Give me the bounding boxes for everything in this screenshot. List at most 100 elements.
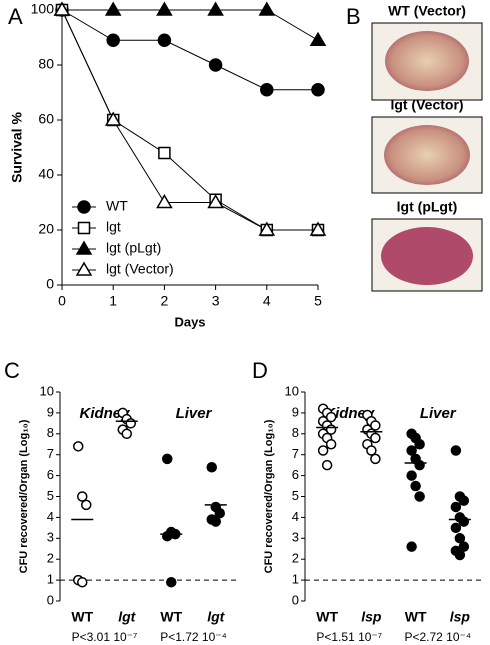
x-tick-label: lgt xyxy=(118,609,136,625)
data-point xyxy=(309,31,327,46)
data-point xyxy=(156,1,173,16)
legend-label: lgt (Vector) xyxy=(106,261,174,277)
data-point xyxy=(450,445,462,456)
image-caption: WT (Vector) xyxy=(388,3,466,19)
data-point xyxy=(450,501,462,513)
y-tick-label: 0 xyxy=(47,592,54,607)
x-tick-label: 5 xyxy=(314,293,322,309)
data-point xyxy=(366,445,377,456)
data-point xyxy=(410,480,421,492)
y-tick-label: 5 xyxy=(47,488,54,503)
group-label: Kidney xyxy=(324,405,375,422)
series-line xyxy=(61,9,318,91)
y-tick-label: 5 xyxy=(292,488,299,503)
legend-label: WT xyxy=(106,198,128,214)
y-tick-label: 7 xyxy=(292,446,299,461)
y-axis-label: CFU recovered/Organ (Log₁₀) xyxy=(18,419,30,573)
y-tick-label: 60 xyxy=(38,111,54,127)
image-caption: lgt (Vector) xyxy=(390,97,463,113)
p-value: P<1.72 10⁻⁴ xyxy=(160,630,227,644)
legend-marker xyxy=(75,240,93,255)
data-point xyxy=(406,445,417,456)
data-point xyxy=(406,470,417,481)
data-point xyxy=(166,576,177,588)
data-point xyxy=(450,522,462,534)
y-tick-label: 2 xyxy=(47,551,54,566)
y-tick-label: 0 xyxy=(46,276,54,292)
legend-marker xyxy=(77,221,91,235)
y-tick-label: 9 xyxy=(47,404,54,419)
legend-marker xyxy=(77,200,91,214)
data-point xyxy=(73,441,84,452)
panel-label: C xyxy=(4,358,20,383)
y-tick-label: 20 xyxy=(38,221,54,237)
kidney-image xyxy=(384,125,470,185)
x-tick-label: lgt xyxy=(207,609,225,625)
data-point xyxy=(207,1,224,16)
data-point xyxy=(77,576,88,588)
x-axis-label: Days xyxy=(174,314,205,329)
data-point xyxy=(406,541,417,552)
panel-label: D xyxy=(252,358,268,383)
y-tick-label: 6 xyxy=(292,467,299,482)
data-point xyxy=(106,33,120,47)
data-point xyxy=(325,411,337,423)
x-tick-label: lsp xyxy=(361,609,382,625)
y-tick-label: 80 xyxy=(38,56,54,72)
data-point xyxy=(454,549,466,561)
data-point xyxy=(260,83,274,97)
data-point xyxy=(121,428,132,440)
data-point xyxy=(104,1,122,16)
y-tick-label: 1 xyxy=(292,572,299,587)
data-point xyxy=(414,491,425,502)
y-tick-label: 3 xyxy=(292,530,299,545)
legend-label: lgt xyxy=(106,219,121,235)
legend-marker xyxy=(75,261,93,276)
data-point xyxy=(370,432,381,444)
data-point xyxy=(370,453,381,465)
data-point xyxy=(77,491,88,502)
x-tick-label: 1 xyxy=(109,293,117,309)
x-tick-label: lsp xyxy=(450,609,471,625)
data-point xyxy=(162,530,173,542)
data-point xyxy=(317,445,329,456)
y-tick-label: 1 xyxy=(47,572,54,587)
y-tick-label: 10 xyxy=(285,383,299,398)
data-point xyxy=(158,146,171,160)
y-tick-label: 3 xyxy=(47,530,54,545)
group-label: Kidney xyxy=(79,405,130,422)
group-label: Liver xyxy=(420,405,457,422)
data-point xyxy=(258,221,276,236)
x-tick-label: WT xyxy=(316,609,338,625)
y-tick-label: 2 xyxy=(292,551,299,566)
data-point xyxy=(53,1,71,16)
data-point xyxy=(458,495,470,506)
y-tick-label: 8 xyxy=(47,425,54,440)
x-tick-label: 4 xyxy=(263,293,271,309)
y-tick-label: 100 xyxy=(31,1,55,17)
y-tick-label: 10 xyxy=(40,383,54,398)
y-tick-label: 40 xyxy=(38,166,54,182)
y-tick-label: 7 xyxy=(47,446,54,461)
y-tick-label: 4 xyxy=(292,509,299,524)
data-point xyxy=(370,420,381,431)
panel-label: B xyxy=(346,4,361,29)
x-tick-label: 3 xyxy=(212,293,220,309)
data-point xyxy=(206,461,217,473)
image-caption: lgt (pLgt) xyxy=(397,199,458,215)
data-point xyxy=(125,418,136,429)
data-point xyxy=(309,221,327,236)
data-point xyxy=(207,194,224,209)
data-point xyxy=(458,541,470,552)
data-point xyxy=(81,499,92,511)
x-tick-label: WT xyxy=(71,609,93,625)
data-point xyxy=(458,516,470,527)
series-line xyxy=(61,9,318,231)
kidney-image xyxy=(381,227,473,285)
data-point xyxy=(311,83,325,97)
group-label: Liver xyxy=(176,405,213,422)
series-line xyxy=(61,9,318,231)
data-point xyxy=(325,439,337,450)
x-tick-label: WT xyxy=(405,609,427,625)
